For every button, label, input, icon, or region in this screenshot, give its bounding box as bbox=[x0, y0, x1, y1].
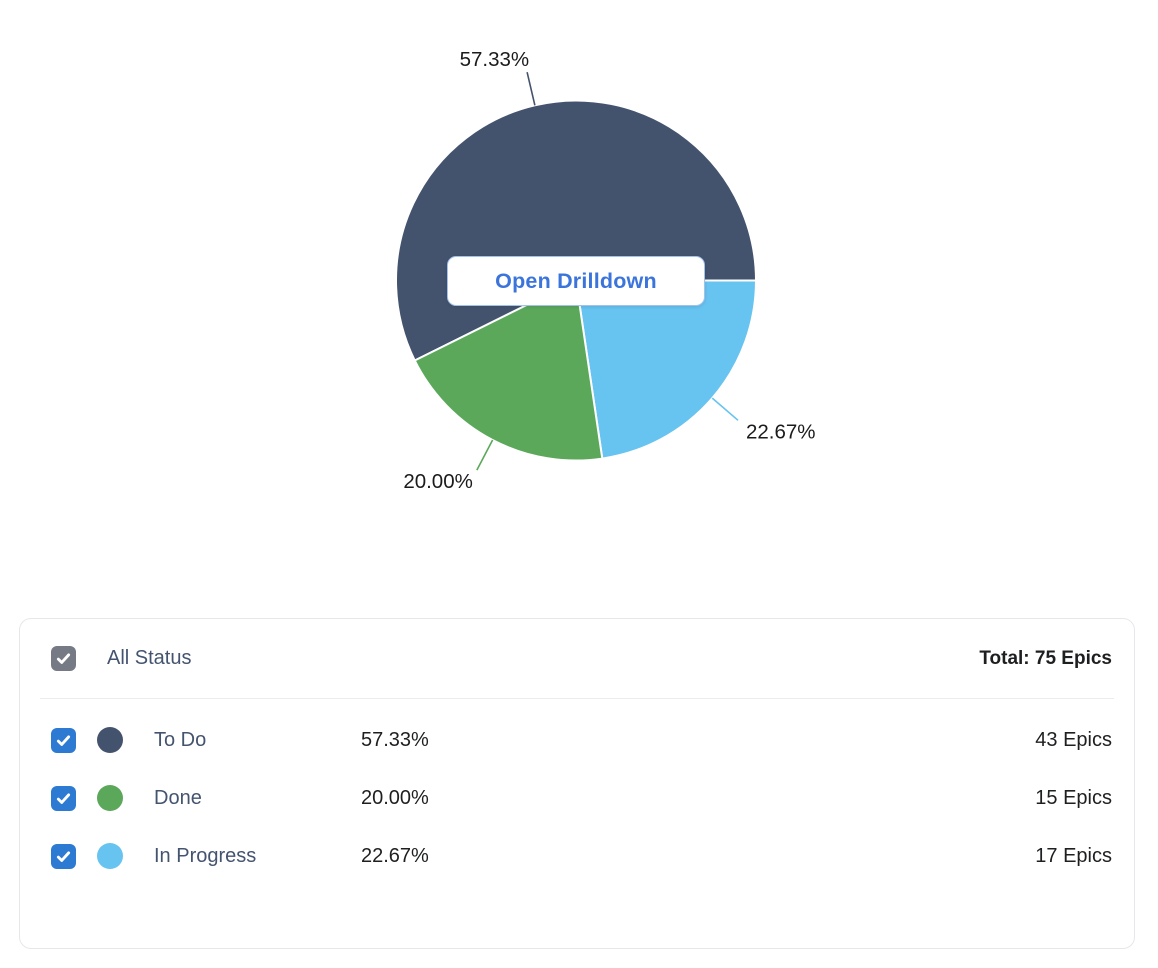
pie-label-done: 20.00% bbox=[403, 470, 473, 493]
todo-checkbox[interactable] bbox=[51, 727, 76, 753]
pie-leader-line-to-do bbox=[526, 71, 536, 106]
all-status-checkbox[interactable] bbox=[51, 646, 76, 671]
total-epics-label: Total: 75 Epics bbox=[979, 647, 1112, 669]
inprogress-epics-count: 17 Epics bbox=[1035, 844, 1112, 867]
todo-label: To Do bbox=[154, 728, 207, 751]
done-label: Done bbox=[154, 786, 202, 809]
status-legend-panel: All Status Total: 75 Epics To Do 57.33% … bbox=[19, 618, 1135, 949]
inprogress-checkbox[interactable] bbox=[51, 843, 76, 869]
header-divider bbox=[40, 698, 1114, 699]
done-percent: 20.00% bbox=[361, 786, 429, 809]
check-icon bbox=[54, 847, 73, 866]
legend-row-todo: To Do 57.33% 43 Epics bbox=[20, 711, 1134, 769]
pie-slice-done[interactable] bbox=[413, 279, 604, 462]
done-epics-count: 15 Epics bbox=[1035, 786, 1112, 809]
check-icon bbox=[54, 649, 73, 668]
done-color-dot bbox=[97, 785, 123, 811]
legend-header-row: All Status Total: 75 Epics bbox=[20, 619, 1134, 698]
inprogress-color-dot bbox=[97, 843, 123, 869]
todo-percent: 57.33% bbox=[361, 728, 429, 751]
check-icon bbox=[54, 789, 73, 808]
legend-rows: To Do 57.33% 43 Epics Done 20.00% 15 Epi… bbox=[20, 699, 1134, 885]
inprogress-percent: 22.67% bbox=[361, 844, 429, 867]
todo-epics-count: 43 Epics bbox=[1035, 728, 1112, 751]
legend-row-done: Done 20.00% 15 Epics bbox=[20, 769, 1134, 827]
todo-color-dot bbox=[97, 727, 123, 753]
inprogress-label: In Progress bbox=[154, 844, 257, 867]
pie-leader-line-in-progress bbox=[711, 397, 739, 421]
done-checkbox[interactable] bbox=[51, 785, 76, 811]
pie-chart-area: 57.33% 22.67% 20.00% Open Drilldown bbox=[395, 48, 816, 493]
open-drilldown-button[interactable]: Open Drilldown bbox=[447, 256, 705, 306]
pie-slice-in-progress[interactable] bbox=[575, 279, 757, 460]
legend-row-inprogress: In Progress 22.67% 17 Epics bbox=[20, 827, 1134, 885]
all-status-label: All Status bbox=[107, 647, 192, 669]
pie-label-to-do: 57.33% bbox=[460, 48, 530, 71]
pie-label-in-progress: 22.67% bbox=[746, 420, 816, 443]
pie-leader-line-done bbox=[476, 439, 494, 471]
check-icon bbox=[54, 731, 73, 750]
